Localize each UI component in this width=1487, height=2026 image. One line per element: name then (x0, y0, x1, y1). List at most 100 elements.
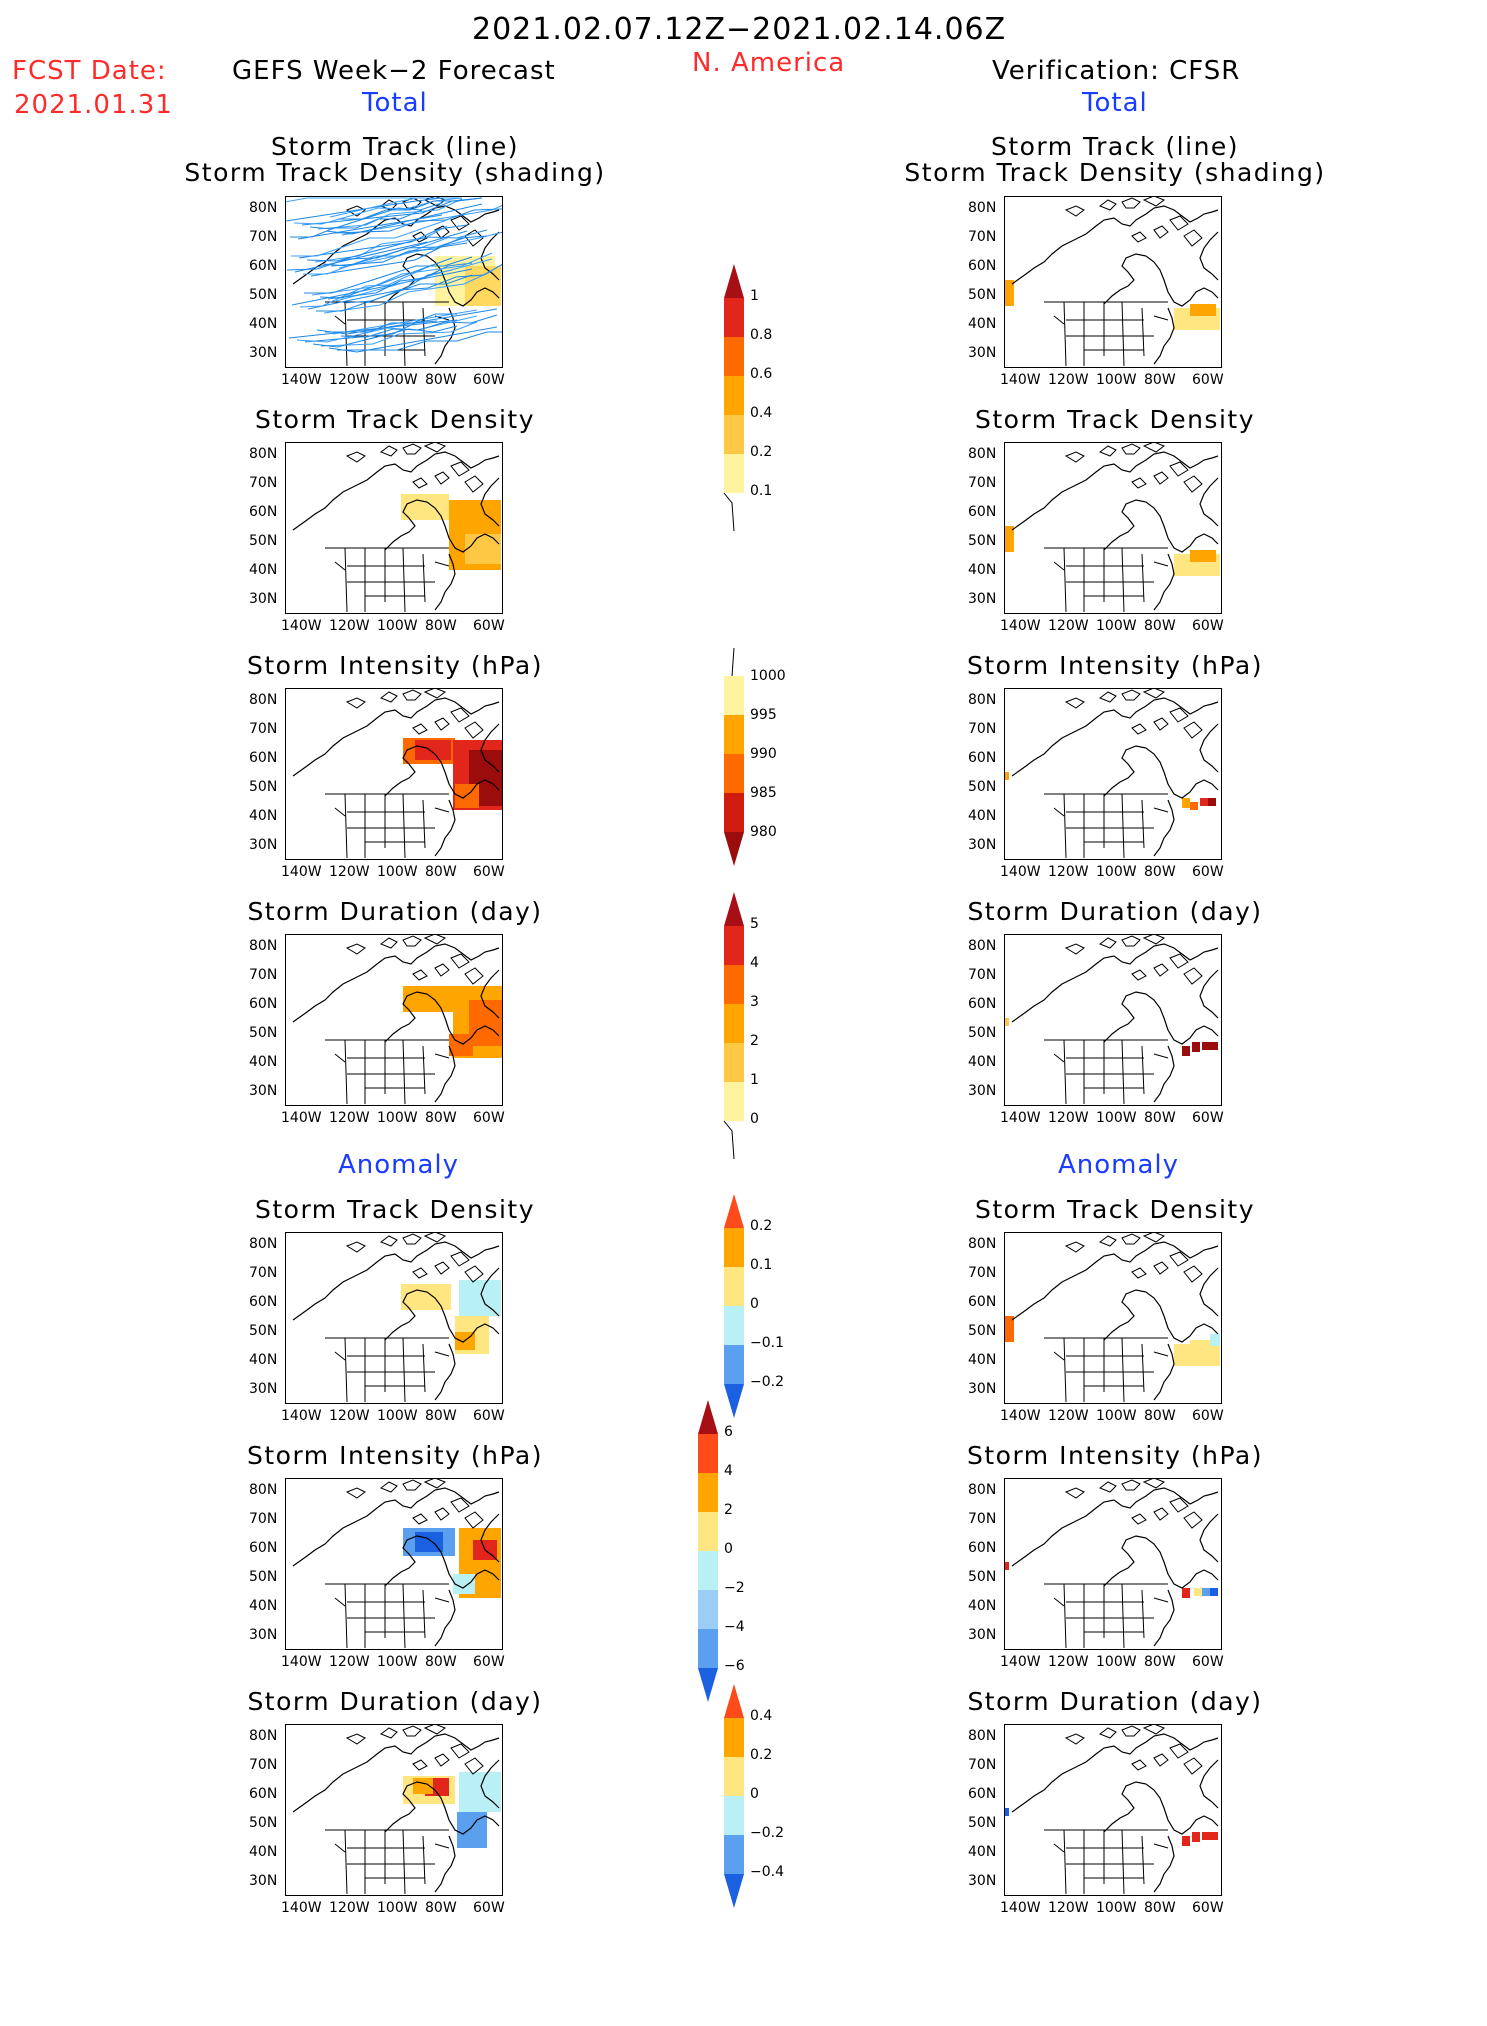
colorbar-arrow-bottom (724, 1874, 744, 1908)
lat-tick-label: 80N (249, 938, 278, 954)
lon-tick-label: 80W (1144, 1654, 1176, 1670)
lon-tick-label: 80W (1144, 372, 1176, 388)
arctic-islands (345, 1232, 484, 1283)
map-frame (1004, 688, 1222, 860)
right-anomaly-label: Anomaly (1058, 1150, 1180, 1180)
lat-tick-label: 60N (249, 1540, 278, 1556)
coastline (1011, 1487, 1219, 1647)
lon-tick-label: 60W (1192, 864, 1224, 880)
lat-tick-label: 60N (968, 258, 997, 274)
storm-track-line (316, 308, 498, 335)
colorbar-arrow-bottom (724, 832, 744, 866)
colorbar-label: 0.1 (750, 483, 773, 499)
coastline (1011, 205, 1219, 365)
shading-cell (1190, 304, 1216, 316)
left-density-title: Storm Track Density (254, 405, 535, 434)
lat-tick-label: 70N (249, 1757, 278, 1773)
lon-tick-label: 80W (1144, 618, 1176, 634)
storm-track-line (330, 235, 488, 267)
lon-tick-label: 60W (473, 1654, 505, 1670)
colorbar-arrow-top (698, 1400, 718, 1434)
coastline (292, 943, 500, 1103)
map-canvas (285, 934, 503, 1106)
lat-tick-label: 70N (249, 475, 278, 491)
storm-track-line (291, 268, 473, 306)
colorbar-arrow-top (724, 1684, 744, 1718)
map-frame (285, 196, 503, 368)
storm-track-line (340, 314, 498, 338)
map-frame (285, 688, 503, 860)
colorbar-label: 0 (750, 1786, 759, 1802)
left-total-label: Total (362, 88, 428, 118)
state-borders (1044, 1829, 1169, 1895)
lon-tick-label: 100W (1096, 1408, 1137, 1424)
lon-tick-label: 60W (1192, 618, 1224, 634)
lon-tick-label: 80W (425, 618, 457, 634)
lat-tick-label: 50N (968, 1569, 997, 1585)
lat-tick-label: 50N (249, 1569, 278, 1585)
density-anom-colorbar (724, 1194, 744, 1418)
right-map-panel-6 (1004, 1724, 1222, 1896)
left-map-panel-6 (285, 1724, 503, 1896)
shading-cell (1202, 1042, 1210, 1050)
colorbar-segment (724, 926, 744, 965)
colorbar-segment (724, 1004, 744, 1043)
duration-anom-colorbar (724, 1684, 744, 1908)
colorbar-segment (724, 715, 744, 754)
lon-tick-label: 100W (1096, 618, 1137, 634)
lon-tick-label: 100W (377, 864, 418, 880)
state-borders (1044, 301, 1169, 367)
arctic-islands (345, 1724, 484, 1775)
lon-tick-label: 120W (1048, 1900, 1089, 1916)
left-track-title-2: Storm Track Density (shading) (184, 158, 606, 187)
shading-cell (459, 1280, 501, 1316)
lat-tick-label: 50N (968, 1025, 997, 1041)
lon-tick-label: 140W (1000, 1900, 1041, 1916)
right-duration-title: Storm Duration (day) (967, 897, 1263, 926)
lat-tick-label: 70N (968, 721, 997, 737)
colorbar-label: 0 (724, 1541, 733, 1557)
colorbar-segment (698, 1551, 718, 1590)
lon-tick-label: 100W (1096, 1110, 1137, 1126)
colorbar-label: 6 (724, 1424, 733, 1440)
lon-tick-label: 140W (1000, 864, 1041, 880)
lat-tick-label: 60N (968, 504, 997, 520)
storm-track-line (317, 198, 463, 230)
colorbar-label: 995 (750, 707, 777, 723)
lon-tick-label: 120W (1048, 864, 1089, 880)
colorbar-segment (698, 1473, 718, 1512)
lon-tick-label: 120W (329, 1654, 370, 1670)
storm-track-line (338, 197, 483, 220)
colorbar-label: −0.4 (750, 1864, 784, 1880)
lat-tick-label: 80N (249, 1482, 278, 1498)
lon-tick-label: 140W (281, 1654, 322, 1670)
map-frame (285, 934, 503, 1106)
lon-tick-label: 60W (1192, 1654, 1224, 1670)
coastline (1011, 1733, 1219, 1893)
lat-tick-label: 30N (249, 1381, 278, 1397)
shading-cell (459, 1772, 501, 1812)
colorbar-label: 5 (750, 916, 759, 932)
lat-tick-label: 40N (249, 1352, 278, 1368)
lat-tick-label: 80N (249, 446, 278, 462)
shading-cell (415, 740, 451, 760)
lon-tick-label: 80W (425, 1900, 457, 1916)
lat-tick-label: 80N (968, 200, 997, 216)
map-frame (285, 1478, 503, 1650)
lat-tick-label: 70N (249, 721, 278, 737)
lat-tick-label: 70N (249, 967, 278, 983)
colorbar-arrow-bottom (724, 1384, 744, 1418)
state-borders (1044, 1337, 1169, 1403)
right-density-title: Storm Track Density (974, 405, 1255, 434)
right-map-panel-1 (1004, 442, 1222, 614)
lon-tick-label: 60W (1192, 1110, 1224, 1126)
lon-tick-label: 120W (329, 864, 370, 880)
lat-tick-label: 50N (968, 1323, 997, 1339)
state-borders (325, 793, 450, 859)
colorbar-label: 985 (750, 785, 777, 801)
lon-tick-label: 140W (281, 1110, 322, 1126)
lat-tick-label: 80N (968, 938, 997, 954)
lat-tick-label: 40N (249, 1844, 278, 1860)
shading-cell (1210, 1588, 1218, 1596)
state-borders (325, 547, 450, 613)
